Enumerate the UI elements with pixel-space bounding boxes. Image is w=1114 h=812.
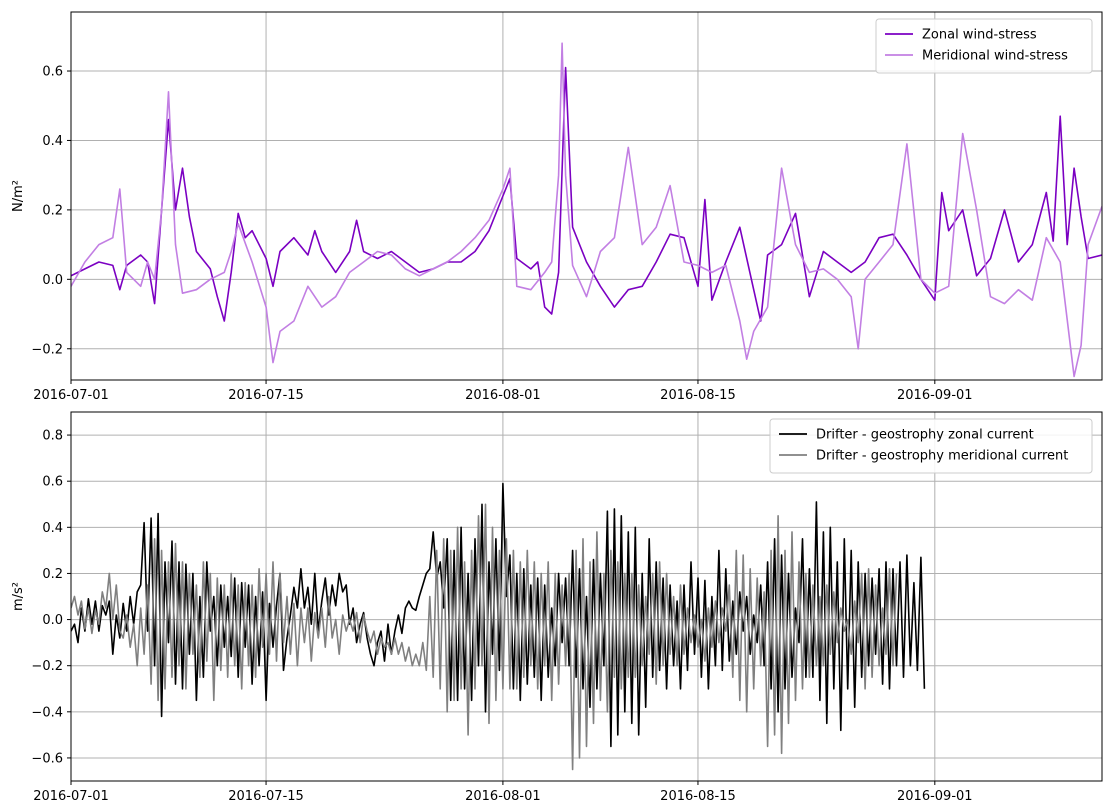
legend-box	[875, 18, 1093, 74]
plot-frame	[70, 11, 1103, 381]
x-tick-label: 2016-08-01	[465, 388, 541, 403]
series-line-meridional	[71, 503, 898, 771]
legend: Zonal wind-stress Meridional wind-stress	[875, 18, 1093, 74]
y-tick-label: 0.8	[42, 429, 63, 444]
legend-label: Zonal wind-stress	[922, 28, 1037, 43]
legend-label: Meridional wind-stress	[922, 49, 1068, 64]
y-tick-label: −0.6	[31, 751, 63, 766]
y-tick-label: −0.4	[31, 705, 63, 720]
series-line-zonal	[71, 66, 1102, 322]
y-tick-label: 0.2	[42, 567, 63, 582]
y-tick-label: 0.0	[42, 613, 63, 628]
x-tick-label: 2016-07-15	[228, 789, 304, 804]
legend-label: Drifter - geostrophy meridional current	[816, 449, 1068, 464]
legend: Drifter - geostrophy zonal current Drifte…	[769, 418, 1093, 474]
y-tick-label: 0.0	[42, 273, 63, 288]
x-tick-label: 2016-08-01	[465, 789, 541, 804]
y-axis-label: N/m²	[11, 180, 26, 212]
x-tick-label: 2016-07-15	[228, 388, 304, 403]
y-tick-label: 0.6	[42, 65, 63, 80]
x-tick-label: 2016-07-01	[33, 388, 109, 403]
legend-box	[769, 418, 1093, 474]
y-tick-label: 0.2	[42, 203, 63, 218]
y-tick-label: 0.6	[42, 475, 63, 490]
y-tick-label: −0.2	[31, 659, 63, 674]
legend-label: Drifter - geostrophy zonal current	[816, 428, 1034, 443]
y-tick-label: −0.2	[31, 342, 63, 357]
y-tick-label: 0.4	[42, 521, 63, 536]
x-tick-label: 2016-07-01	[33, 789, 109, 804]
x-tick-label: 2016-08-15	[660, 789, 736, 804]
y-tick-label: 0.4	[42, 134, 63, 149]
y-axis-label: m/s²	[11, 582, 26, 611]
series-line-meridional	[71, 42, 1102, 378]
wind-stress-panel: −0.2 0.0 0.2 0.4 0.6 2016-07-01 2016-07-15 2016…	[11, 11, 1103, 403]
x-tick-label: 2016-09-01	[897, 789, 973, 804]
plot-frame	[70, 411, 1103, 782]
current-panel: −0.6 −0.4 −0.2 0.0 0.2 0.4 0.6 0.8 2016-07-01 201…	[11, 411, 1103, 804]
x-tick-label: 2016-08-15	[660, 388, 736, 403]
x-tick-label: 2016-09-01	[897, 388, 973, 403]
